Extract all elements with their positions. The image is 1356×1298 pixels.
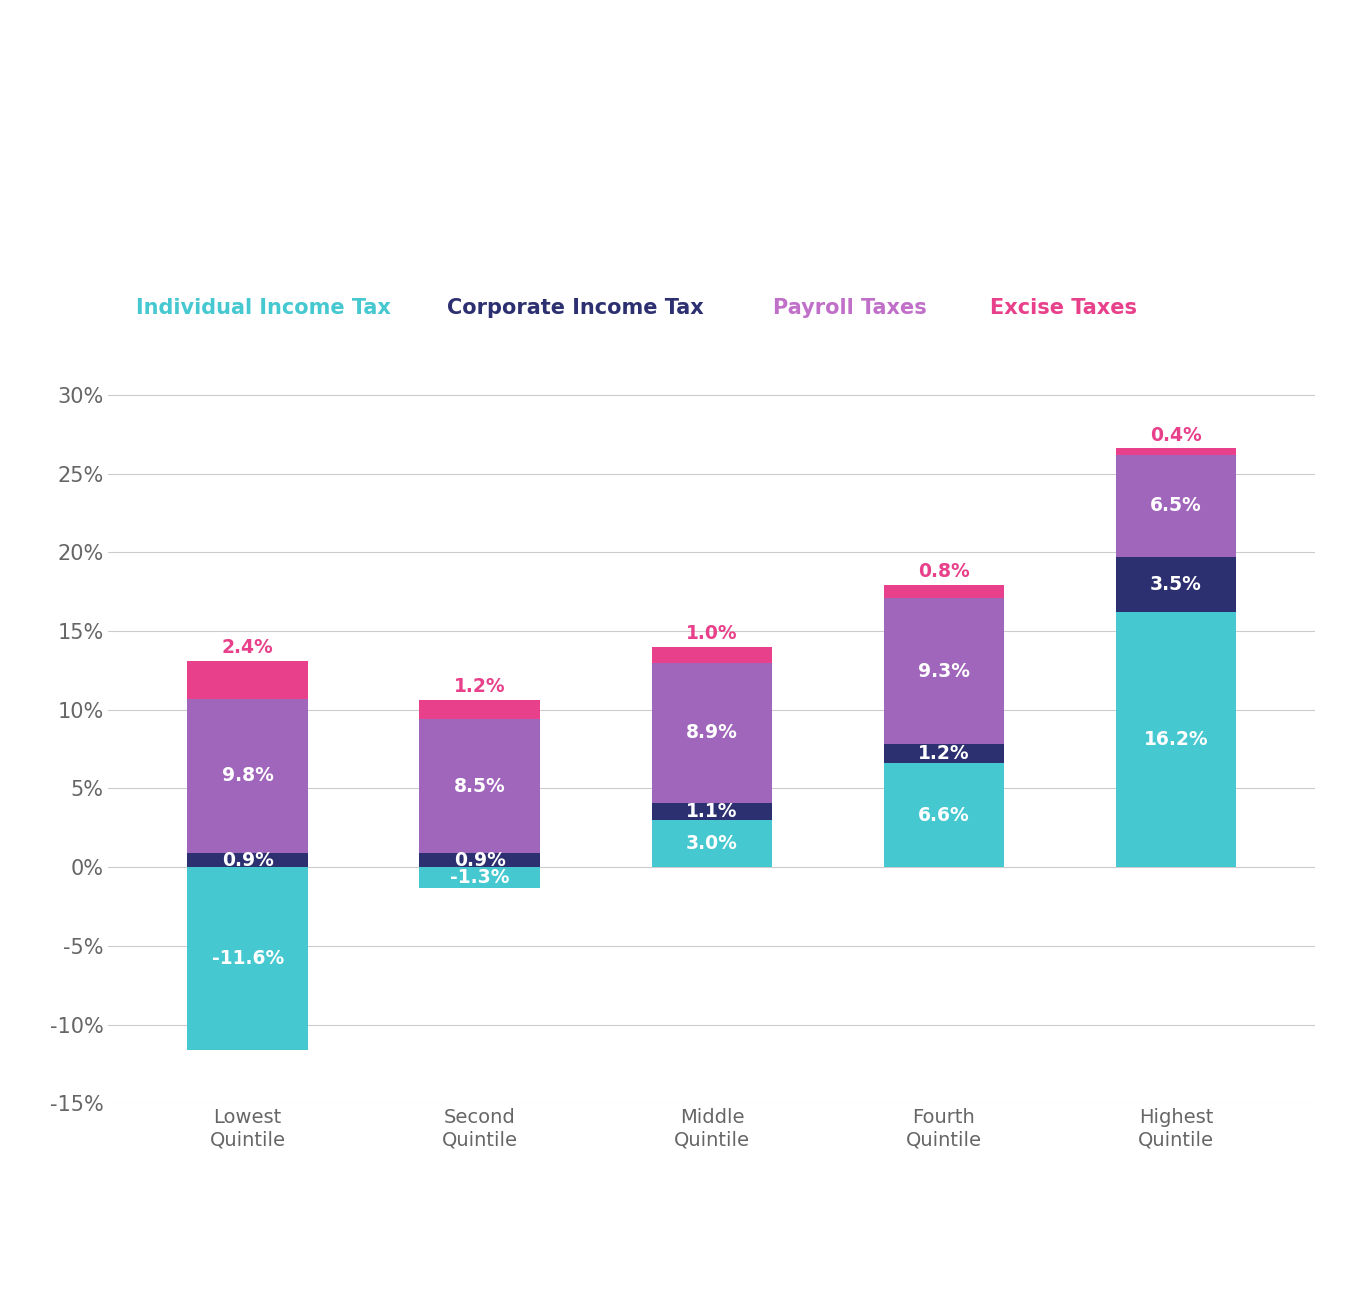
Text: 9.3%: 9.3% — [918, 662, 970, 680]
Bar — [419, 853, 540, 867]
Text: Individual Income Tax: Individual Income Tax — [136, 299, 391, 318]
Bar — [884, 598, 1005, 744]
Text: Payroll Taxes: Payroll Taxes — [773, 299, 926, 318]
Text: 3.0%: 3.0% — [686, 835, 738, 853]
Text: Excise Taxes: Excise Taxes — [990, 299, 1136, 318]
Text: 9.8%: 9.8% — [222, 766, 274, 785]
Text: 0.8%: 0.8% — [918, 562, 970, 582]
Bar — [187, 867, 308, 1050]
Text: 1.2%: 1.2% — [454, 678, 506, 696]
Bar — [651, 646, 773, 662]
Bar — [1116, 557, 1237, 613]
Text: 1.2%: 1.2% — [918, 744, 970, 763]
Text: 0.4%: 0.4% — [1150, 426, 1201, 444]
Text: 3.5%: 3.5% — [1150, 575, 1201, 594]
Text: 0.9%: 0.9% — [454, 850, 506, 870]
Bar — [884, 744, 1005, 763]
Bar — [419, 719, 540, 853]
Bar — [884, 763, 1005, 867]
Bar — [651, 802, 773, 820]
Text: 1.1%: 1.1% — [686, 802, 738, 820]
Bar — [651, 820, 773, 867]
Text: 8.5%: 8.5% — [454, 776, 506, 796]
Text: 6.6%: 6.6% — [918, 806, 970, 824]
Text: Corporate Income Tax: Corporate Income Tax — [447, 299, 704, 318]
Bar — [187, 853, 308, 867]
Text: 0.9%: 0.9% — [222, 850, 274, 870]
Text: -11.6%: -11.6% — [212, 949, 283, 968]
Bar — [1116, 454, 1237, 557]
Bar — [1116, 448, 1237, 454]
Bar — [1116, 613, 1237, 867]
Bar — [884, 585, 1005, 598]
Bar — [419, 701, 540, 719]
Bar — [651, 662, 773, 802]
Text: -1.3%: -1.3% — [450, 868, 510, 887]
Text: 8.9%: 8.9% — [686, 723, 738, 742]
Text: 1.0%: 1.0% — [686, 624, 738, 643]
Text: 16.2%: 16.2% — [1143, 731, 1208, 749]
Text: 2.4%: 2.4% — [222, 639, 274, 657]
Bar — [187, 698, 308, 853]
Bar — [187, 661, 308, 698]
Text: 6.5%: 6.5% — [1150, 496, 1201, 515]
Bar — [419, 867, 540, 888]
